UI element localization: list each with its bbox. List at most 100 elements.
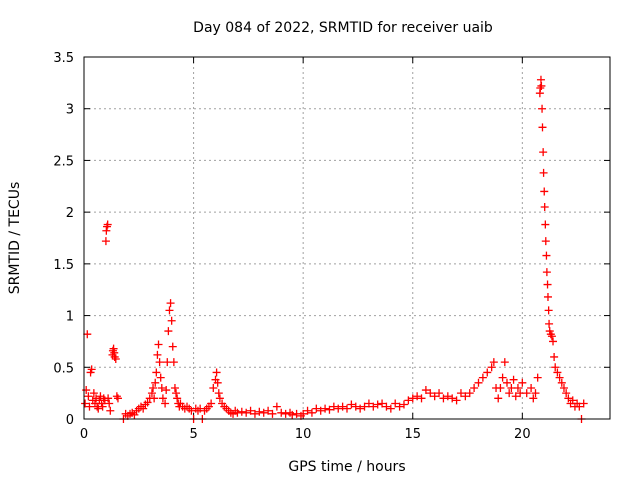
data-point	[83, 330, 92, 339]
data-point	[173, 394, 182, 403]
data-point	[369, 402, 378, 411]
x-tick-label: 20	[514, 427, 531, 442]
data-point	[502, 378, 511, 387]
data-point	[417, 394, 426, 403]
data-point	[536, 84, 545, 93]
data-point	[542, 251, 551, 260]
data-point	[152, 368, 161, 377]
axis-ticks	[83, 56, 610, 420]
data-point	[430, 392, 439, 401]
data-point	[470, 383, 479, 392]
data-point	[518, 378, 527, 387]
data-point	[435, 389, 444, 398]
data-point	[487, 363, 496, 372]
y-tick-label: 2	[66, 206, 74, 221]
data-point	[250, 409, 259, 418]
data-point	[550, 352, 559, 361]
data-point	[321, 404, 330, 413]
data-point	[106, 406, 115, 415]
data-point	[281, 409, 290, 418]
data-point	[483, 368, 492, 377]
data-point	[399, 400, 408, 409]
data-point	[498, 373, 507, 382]
data-point	[154, 340, 163, 349]
data-point	[139, 404, 148, 413]
data-point	[364, 399, 373, 408]
data-point	[109, 344, 118, 353]
data-point	[288, 410, 297, 419]
data-point	[233, 408, 242, 417]
data-point	[540, 187, 549, 196]
y-tick-label: 3	[66, 103, 74, 118]
x-axis-label: GPS time / hours	[288, 459, 405, 475]
data-point	[540, 202, 549, 211]
data-point	[522, 389, 531, 398]
data-point	[338, 402, 347, 411]
y-tick-label: 1.5	[53, 258, 74, 273]
data-point	[85, 402, 94, 411]
data-point	[103, 222, 112, 231]
data-point	[213, 378, 222, 387]
data-point	[153, 350, 162, 359]
data-point	[277, 408, 286, 417]
data-point	[209, 383, 218, 392]
data-point	[544, 306, 553, 315]
data-point	[147, 389, 156, 398]
data-point	[529, 394, 538, 403]
data-point	[555, 373, 564, 382]
data-point	[538, 123, 547, 132]
y-axis-label: SRMTID / TECUs	[7, 182, 23, 295]
data-point	[443, 392, 452, 401]
data-point	[104, 394, 113, 403]
data-point	[255, 407, 264, 416]
data-point	[207, 399, 216, 408]
data-point	[547, 332, 556, 341]
data-point	[215, 394, 224, 403]
y-tick-label: 1	[66, 310, 74, 325]
data-point	[494, 394, 503, 403]
data-point	[167, 316, 176, 325]
data-point	[87, 365, 96, 374]
data-point	[343, 404, 351, 413]
data-point	[543, 292, 552, 301]
data-point	[542, 268, 551, 277]
data-point	[461, 392, 470, 401]
data-point	[421, 386, 430, 395]
data-point	[108, 346, 117, 355]
data-point	[237, 407, 246, 416]
data-point	[531, 389, 540, 398]
data-point	[156, 373, 165, 382]
data-point	[325, 405, 334, 414]
data-point	[496, 383, 505, 392]
data-point	[105, 399, 114, 408]
data-point	[478, 373, 487, 382]
data-point	[360, 402, 369, 411]
data-point	[268, 409, 277, 418]
data-point	[456, 389, 465, 398]
data-point	[537, 81, 546, 90]
data-point	[474, 378, 483, 387]
data-point	[94, 404, 103, 413]
data-point	[541, 237, 550, 246]
data-point	[150, 394, 159, 403]
data-point	[158, 394, 167, 403]
data-point	[439, 394, 448, 403]
data-point	[564, 394, 573, 403]
data-point	[155, 358, 164, 367]
data-point	[545, 319, 554, 328]
data-point	[102, 226, 111, 235]
data-point	[307, 408, 316, 417]
data-point	[543, 280, 552, 289]
data-point	[533, 373, 542, 382]
data-point	[113, 394, 122, 403]
data-point	[513, 383, 522, 392]
data-point	[559, 383, 568, 392]
data-point	[103, 220, 112, 229]
data-point	[382, 402, 391, 411]
y-tick-label: 3.5	[53, 51, 74, 66]
data-point	[539, 168, 548, 177]
x-tick-label: 15	[404, 427, 421, 442]
axis-tick-labels: 0 5 10 15 20 0 0.5 1 1.5 2 2.5 3 3.5	[53, 51, 530, 442]
